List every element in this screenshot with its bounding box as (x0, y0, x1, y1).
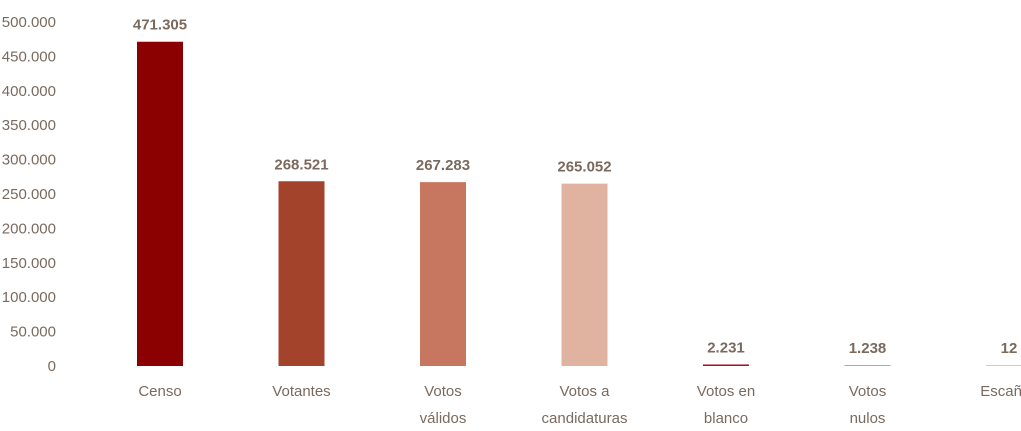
bar (844, 365, 891, 366)
x-tick-label: Votos (424, 383, 462, 400)
x-tick-label: Votos a (559, 383, 610, 400)
x-tick-label: Escaños (980, 383, 1021, 400)
data-label: 1.238 (849, 340, 887, 357)
data-label: 471.305 (133, 17, 187, 34)
bar (278, 181, 325, 366)
data-label: 2.231 (707, 339, 745, 356)
x-tick-label: blanco (704, 410, 748, 427)
bar (137, 41, 183, 367)
y-tick-label: 450.000 (2, 48, 56, 65)
x-tick-label: Votos en (697, 383, 755, 400)
x-tick-label: nulos (850, 410, 886, 427)
x-tick-label: Censo (138, 383, 181, 400)
y-tick-label: 300.000 (2, 152, 56, 169)
y-tick-label: 100.000 (2, 289, 56, 306)
data-label: 265.052 (557, 159, 611, 176)
x-tick-label: candidaturas (542, 410, 628, 427)
bar (703, 364, 749, 366)
data-label: 12 (1001, 340, 1018, 357)
bar (420, 182, 466, 366)
data-label: 267.283 (416, 157, 470, 174)
y-tick-label: 500.000 (2, 14, 56, 31)
x-tick-label: Votantes (272, 383, 330, 400)
y-tick-label: 250.000 (2, 186, 56, 203)
y-tick-label: 0 (48, 358, 56, 375)
x-tick-label: válidos (420, 410, 467, 427)
bar (561, 183, 608, 366)
bar (986, 365, 1021, 366)
y-tick-label: 350.000 (2, 117, 56, 134)
y-tick-label: 200.000 (2, 220, 56, 237)
data-label: 268.521 (274, 156, 328, 173)
x-tick-label: Votos (849, 383, 887, 400)
y-tick-label: 50.000 (10, 324, 56, 341)
y-tick-label: 150.000 (2, 255, 56, 272)
y-tick-label: 400.000 (2, 83, 56, 100)
